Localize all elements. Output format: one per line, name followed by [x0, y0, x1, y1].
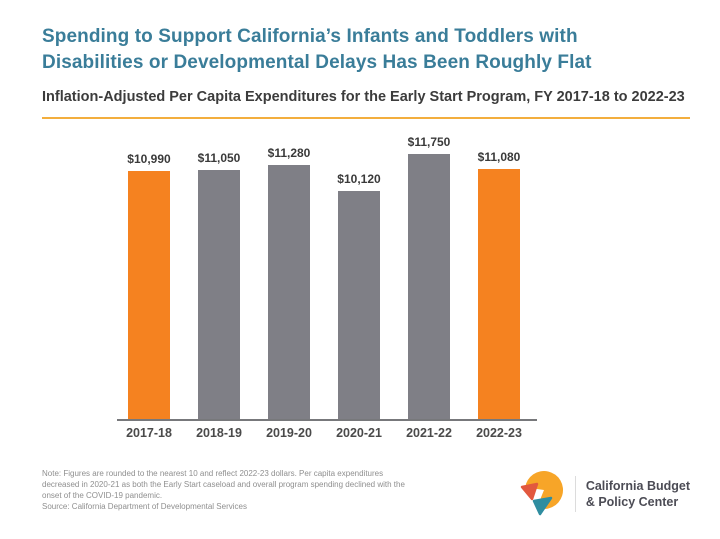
source-line: Source: California Department of Develop…: [42, 502, 247, 511]
chart-title-line1: Spending to Support California’s Infants…: [42, 26, 578, 47]
bar-group-2021-22: $11,750: [394, 135, 464, 419]
bar-value-label: $11,750: [407, 135, 451, 149]
bar-group-2022-23: $11,080: [464, 150, 534, 419]
bar-value-label: $11,050: [197, 151, 241, 165]
footer: Note: Figures are rounded to the nearest…: [42, 468, 690, 518]
x-axis-label-2017-18: 2017-18: [126, 426, 172, 440]
bar-2017-18: [128, 171, 170, 419]
x-axis-label-2021-22: 2021-22: [406, 426, 452, 440]
bar-group-2017-18: $10,990: [114, 152, 184, 419]
accent-divider: [42, 117, 690, 119]
footnote: Note: Figures are rounded to the nearest…: [42, 468, 405, 512]
header: Spending to Support California’s Infants…: [42, 24, 690, 119]
bar-2018-19: [198, 170, 240, 419]
brand-logo: California Budget & Policy Center: [517, 470, 690, 518]
bar-2020-21: [338, 191, 380, 419]
bar-2019-20: [268, 165, 310, 419]
bar-2021-22: [408, 154, 450, 419]
pie-logo-icon: [520, 470, 563, 516]
bar-value-label: $11,080: [477, 150, 521, 164]
x-axis-labels: 2017-18 2018-19 2019-20 2020-21 2021-22 2022-…: [114, 426, 534, 440]
chart-title: Spending to Support California’s Infants…: [42, 24, 690, 76]
x-axis-label-2019-20: 2019-20: [266, 426, 312, 440]
note-line: Note: Figures are rounded to the nearest…: [42, 469, 384, 478]
brand-name: California Budget & Policy Center: [586, 478, 690, 510]
x-axis-line: [117, 419, 537, 421]
bar-value-label: $11,280: [267, 146, 311, 160]
brand-divider: [574, 476, 576, 512]
chart-title-line2: Disabilities or Developmental Delays Has…: [42, 52, 592, 73]
bar-value-label: $10,120: [337, 172, 381, 186]
note-line: onset of the COVID-19 pandemic.: [42, 491, 163, 500]
plot-area: $10,990 $11,050 $11,280 $10,120 $11,750 $11,0…: [114, 129, 534, 419]
note-line: decreased in 2020-21 as both the Early S…: [42, 480, 405, 489]
bar-2022-23: [478, 169, 520, 419]
brand-name-line1: California Budget: [585, 479, 690, 493]
x-axis-label-2020-21: 2020-21: [336, 426, 382, 440]
brand-name-line2: & Policy Center: [585, 495, 679, 509]
bar-group-2020-21: $10,120: [324, 172, 394, 419]
x-axis-label-2018-19: 2018-19: [196, 426, 242, 440]
bar-chart: $10,990 $11,050 $11,280 $10,120 $11,750 $11,0…: [42, 129, 690, 440]
chart-subtitle: Inflation-Adjusted Per Capita Expenditur…: [42, 89, 685, 105]
bar-value-label: $10,990: [127, 152, 171, 166]
bar-group-2019-20: $11,280: [254, 146, 324, 419]
bar-group-2018-19: $11,050: [184, 151, 254, 419]
x-axis-label-2022-23: 2022-23: [476, 426, 522, 440]
